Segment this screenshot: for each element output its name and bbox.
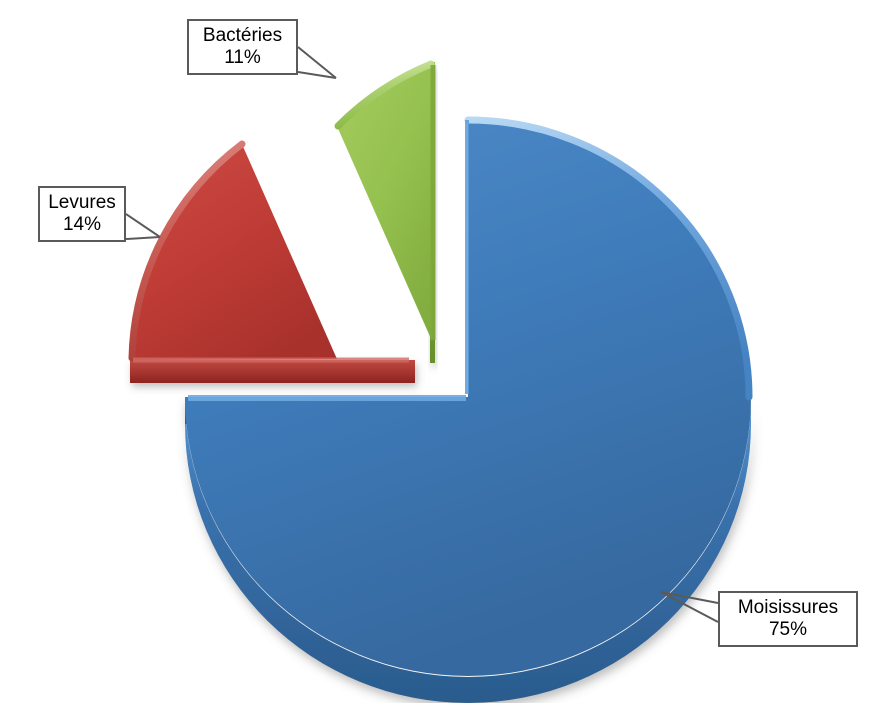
leader-line-bacteries: [297, 46, 337, 79]
pie-slice-bacteries[interactable]: [334, 60, 436, 363]
pie-slice-moisissures-top: [185, 118, 751, 676]
leader-line-moisissures-2: [660, 591, 719, 623]
pie-slice-levures-side: [130, 360, 415, 383]
callout-bacteries-value: 11%: [224, 47, 261, 69]
leader-line-levures: [125, 213, 161, 238]
callout-moisissures-value: 75%: [768, 619, 808, 641]
pie-slice-levures-top: [130, 142, 337, 360]
callout-bacteries[interactable]: Bactéries 11%: [187, 19, 298, 75]
callout-bacteries-label: Bactéries: [202, 25, 283, 46]
pie-slice-moisissures[interactable]: [185, 116, 753, 703]
callout-moisissures-label: Moisissures: [737, 597, 839, 618]
callout-levures[interactable]: Levures 14%: [38, 186, 126, 242]
pie-slice-levures-rim: [128, 140, 246, 362]
pie-slice-bacteries-rim: [334, 60, 435, 130]
pie-slice-levures[interactable]: [128, 140, 415, 383]
pie-slice-moisissures-rim: [464, 116, 753, 401]
pie-slice-bacteries-top: [336, 62, 432, 341]
leader-line-levures-2: [125, 236, 161, 240]
leader-line-moisissures: [660, 591, 719, 604]
callout-leader-lines: [125, 46, 719, 623]
callout-levures-label: Levures: [48, 192, 116, 213]
leader-line-bacteries-2: [297, 71, 337, 79]
callout-levures-value: 14%: [62, 214, 102, 236]
callout-moisissures[interactable]: Moisissures 75%: [718, 591, 858, 647]
leader-tail-bacteries: [298, 47, 311, 72]
